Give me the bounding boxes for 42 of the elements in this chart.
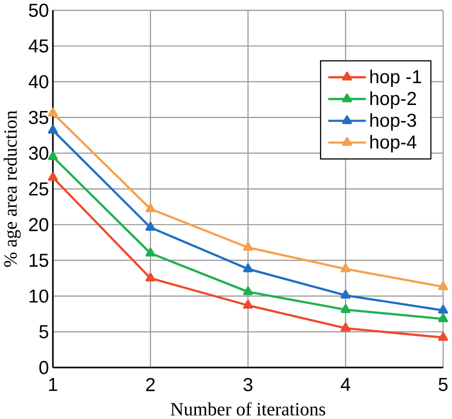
point: [243, 263, 253, 272]
y-tick-label: 20: [29, 218, 48, 232]
x-tick-label: 4: [340, 378, 350, 391]
point: [48, 151, 58, 160]
point: [438, 281, 448, 290]
y-tick-label: 25: [29, 182, 48, 196]
point: [146, 248, 156, 256]
point: [438, 304, 448, 314]
y-tick-label: 50: [28, 4, 48, 17]
y-tick-label: 0: [39, 360, 48, 374]
y-axis-title: % age area reduction: [4, 110, 21, 267]
point: [48, 124, 58, 134]
legend-label: hop-4: [370, 134, 416, 152]
point: [146, 203, 156, 212]
point: [243, 242, 253, 251]
y-tick-label: 5: [39, 325, 48, 338]
legend-label: hop -1: [370, 70, 422, 87]
x-axis-title: Number of iterations: [170, 402, 326, 416]
legend-label: hop-2: [370, 91, 416, 109]
point: [340, 322, 350, 332]
point: [243, 300, 253, 309]
point: [340, 304, 350, 313]
point: [146, 272, 156, 282]
x-tick-label: 2: [146, 378, 155, 391]
x-tick-label: 1: [49, 378, 58, 391]
point: [438, 332, 448, 341]
point: [340, 290, 350, 299]
point: [146, 222, 156, 231]
x-tick-label: 3: [244, 378, 252, 392]
y-tick-label: 35: [28, 110, 48, 124]
y-tick-label: 40: [28, 75, 48, 88]
point: [243, 286, 253, 295]
y-tick-label: 15: [30, 254, 48, 267]
point: [48, 172, 58, 181]
y-tick-label: 30: [28, 146, 48, 160]
point: [340, 263, 350, 272]
y-tick-label: 45: [28, 39, 48, 52]
point: [438, 313, 448, 322]
legend-label: hop-3: [370, 113, 416, 131]
x-tick-label: 5: [438, 378, 448, 391]
point: [48, 108, 58, 116]
y-tick-label: 10: [30, 289, 48, 303]
